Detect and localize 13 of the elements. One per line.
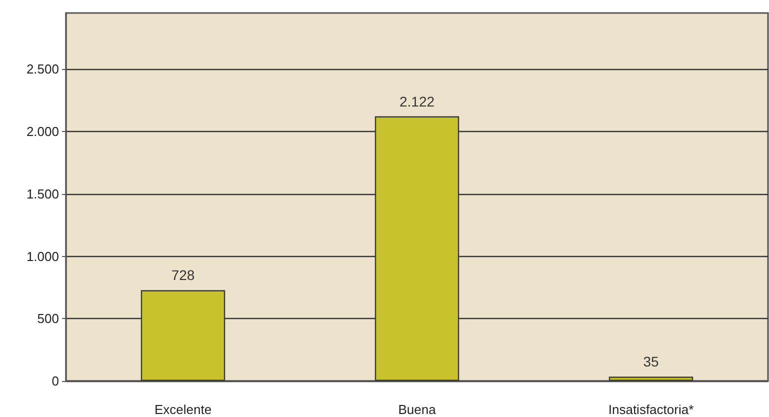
y-tick-label: 0 [52, 374, 59, 388]
y-tick-label: 1.000 [26, 248, 59, 264]
x-tick-label: Buena [398, 402, 437, 417]
y-tick-label: 500 [37, 311, 59, 326]
data-label: 2.122 [399, 93, 435, 110]
x-tick-label: Insatisfactoria* [608, 402, 694, 417]
data-label: 35 [643, 354, 659, 370]
y-tick-label: 2.500 [26, 62, 59, 77]
y-tick-label: 1.500 [26, 186, 59, 202]
data-label: 728 [171, 267, 195, 284]
y-tick-label: 2.000 [26, 124, 59, 140]
bar [608, 376, 694, 381]
x-tick-label: Excelente [154, 402, 212, 417]
